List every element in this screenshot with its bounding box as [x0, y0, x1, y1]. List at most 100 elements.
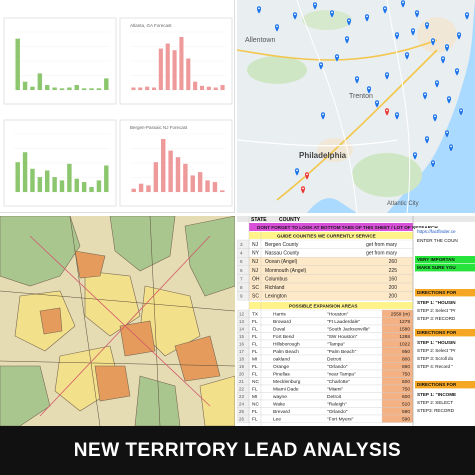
map-pin-icon[interactable] [424, 21, 430, 31]
map-pin-icon[interactable] [354, 75, 360, 85]
map-pin-icon[interactable] [456, 31, 462, 41]
zip-region-green-3 [184, 216, 235, 297]
map-pin-icon[interactable] [430, 159, 436, 169]
expansion-county: wayne [273, 395, 287, 400]
forest-area [302, 10, 352, 30]
expansion-county: Orange [273, 364, 289, 370]
expansion-value: 1288 [399, 334, 410, 340]
expansion-county: Lee [273, 416, 281, 422]
map-pin-icon[interactable] [329, 9, 335, 19]
bay-area [307, 198, 357, 213]
map-pin-icon[interactable] [320, 111, 326, 121]
city-label-philadelphia: Philadelphia [299, 151, 347, 160]
row-number: 15 [239, 334, 244, 339]
guide-row: 7 OH Columbus 160 [237, 274, 414, 284]
map-pin-icon[interactable] [256, 5, 262, 15]
map-canvas[interactable]: Allentown Trenton Philadelphia Atlantic … [237, 0, 475, 213]
map-pin-red-icon[interactable] [304, 171, 310, 181]
map-pin-icon[interactable] [374, 99, 380, 109]
map-pin-icon[interactable] [394, 31, 400, 41]
map-pin-icon[interactable] [446, 95, 452, 105]
guide-row: 9 SC Lexington 200 [237, 291, 414, 301]
map-pin-icon[interactable] [274, 23, 280, 33]
map-pin-red-icon[interactable] [300, 185, 306, 195]
map-pin-icon[interactable] [384, 71, 390, 81]
map-pin-icon[interactable] [424, 135, 430, 145]
chart-bar [138, 183, 144, 192]
chart-bar [52, 177, 57, 192]
chart-bar [59, 180, 65, 192]
chart-bar [175, 157, 181, 192]
expansion-row: 17 FL Palm Beach "Palm Beach" 950 [237, 347, 414, 356]
map-pin-icon[interactable] [334, 53, 340, 63]
map-pin-icon[interactable] [318, 61, 324, 71]
row-number: 19 [239, 364, 244, 369]
chart-bar [145, 86, 150, 90]
lead-map-panel[interactable]: Allentown Trenton Philadelphia Atlantic … [237, 0, 475, 213]
guide-value: get from mary [366, 251, 397, 257]
row-number: 17 [239, 349, 244, 354]
map-pin-icon[interactable] [454, 67, 460, 77]
zip-region-orange-5 [94, 365, 131, 402]
expansion-state: FL [252, 386, 258, 392]
guide-county: Richland [265, 285, 285, 291]
map-pin-icon[interactable] [464, 11, 470, 21]
direction-cell-bg [415, 363, 475, 371]
map-pin-icon[interactable] [344, 35, 350, 45]
map-pin-icon[interactable] [444, 129, 450, 139]
map-pin-icon[interactable] [364, 13, 370, 23]
row-number: 21 [239, 379, 244, 384]
expansion-county: Harris [273, 311, 286, 317]
chart-b-title: Atlanta, GA Forecast [130, 23, 172, 28]
map-pin-icon[interactable] [292, 11, 298, 21]
guide-value: 200 [389, 294, 398, 300]
row-number: 23 [239, 394, 244, 399]
direction-cell[interactable]: https://factfinder.ce [417, 229, 456, 234]
sheet-banner-row: DONT FORGET TO LOOK AT BOTTOM TABS OF TH… [257, 225, 438, 230]
direction-cell-bg [415, 289, 475, 297]
map-pin-icon[interactable] [294, 167, 300, 177]
map-pin-icon[interactable] [440, 55, 446, 65]
sheet-header-county: COUNTY [279, 217, 301, 223]
map-pin-icon[interactable] [410, 27, 416, 37]
direction-cell: STEP 3: Scroll do [417, 356, 454, 361]
direction-cell-bg [415, 299, 475, 307]
local-road [237, 139, 398, 147]
map-pin-icon[interactable] [346, 17, 352, 27]
pine-barrens-area [352, 153, 422, 197]
zip-region-yellow-5 [199, 375, 235, 426]
chart-bar [206, 86, 211, 90]
map-pin-icon[interactable] [312, 1, 318, 11]
expansion-city: "Fort Myers" [327, 416, 354, 422]
chart-bar [220, 85, 225, 90]
map-pin-icon[interactable] [394, 111, 400, 121]
map-pin-icon[interactable] [412, 151, 418, 161]
guide-county: Ocean (Angel) [265, 259, 298, 265]
expansion-value: 2559 (m) [391, 311, 411, 317]
guide-row: 6 NJ Monmouth (Angel) 225 [237, 265, 414, 275]
map-pin-icon[interactable] [422, 91, 428, 101]
territory-canvas [0, 216, 235, 426]
zip-region-green-2 [109, 216, 176, 272]
map-pin-icon[interactable] [404, 51, 410, 61]
map-pin-icon[interactable] [434, 79, 440, 89]
map-pin-icon[interactable] [366, 85, 372, 95]
map-pin-icon[interactable] [444, 43, 450, 53]
expansion-value: 510 [402, 401, 410, 407]
expansion-state: FL [252, 409, 258, 415]
map-pin-icon[interactable] [430, 37, 436, 47]
map-pin-icon[interactable] [400, 0, 406, 9]
map-pin-icon[interactable] [458, 107, 464, 117]
map-pin-icon[interactable] [448, 143, 454, 153]
guide-state: NJ [252, 259, 259, 265]
expansion-state: MI [252, 394, 257, 400]
map-pins[interactable] [256, 0, 470, 195]
map-pin-icon[interactable] [414, 9, 420, 19]
map-pin-icon[interactable] [432, 113, 438, 123]
expansion-city: "Charlotte" [327, 379, 350, 385]
map-pin-red-icon[interactable] [384, 107, 390, 117]
map-pin-icon[interactable] [382, 5, 388, 15]
expansion-county: Broward [273, 319, 291, 325]
expansion-value: 800 [402, 356, 410, 362]
direction-cell-bg [415, 407, 475, 415]
